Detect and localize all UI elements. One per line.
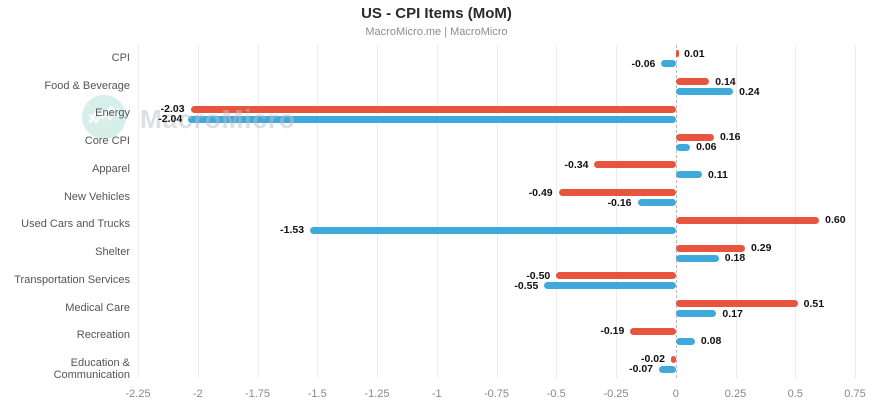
gridline <box>795 45 797 378</box>
bar-blue <box>675 143 691 151</box>
category-label: Transportation Services <box>14 273 130 286</box>
x-tick-label: -2 <box>192 388 203 400</box>
x-tick-label: 0.5 <box>787 388 803 400</box>
zero-gridline <box>675 45 677 378</box>
bar-red <box>675 244 746 252</box>
bar-red <box>675 78 710 86</box>
bar-red <box>675 133 714 141</box>
bar-blue <box>675 254 719 262</box>
bar-red <box>670 355 676 363</box>
bar-red <box>675 216 820 224</box>
category-label: Energy <box>95 107 130 120</box>
bar-red <box>594 161 676 169</box>
gridline <box>436 45 438 378</box>
bar-blue <box>659 365 676 373</box>
gridline <box>317 45 319 378</box>
gridline <box>496 45 498 378</box>
value-label: 0.11 <box>708 168 728 181</box>
category-label: Medical Care <box>65 301 130 314</box>
bar-red <box>675 300 798 308</box>
value-label: -0.50 <box>526 269 551 282</box>
x-tick-label: 0.25 <box>724 388 747 400</box>
chart-title: US - CPI Items (MoM) <box>361 5 512 22</box>
x-tick-label: -1.75 <box>244 388 271 400</box>
bar-blue <box>637 199 676 207</box>
x-tick-label: -1.25 <box>364 388 390 400</box>
value-label: -0.49 <box>528 186 553 199</box>
bar-blue <box>661 60 676 68</box>
value-label: 0.60 <box>825 214 846 227</box>
category-label: Used Cars and Trucks <box>21 218 130 231</box>
category-label: Apparel <box>92 162 130 175</box>
value-label: -0.06 <box>631 57 656 70</box>
bar-blue <box>188 115 676 123</box>
bar-red <box>630 327 676 335</box>
value-label: 0.14 <box>715 75 736 88</box>
value-label: 0.08 <box>700 335 722 348</box>
value-label: 0.01 <box>684 47 705 60</box>
bar-red <box>675 50 680 58</box>
gridline <box>197 45 199 378</box>
gridline <box>556 45 558 378</box>
x-tick-label: -1 <box>431 388 442 400</box>
gridline <box>138 45 139 378</box>
bar-blue <box>675 310 717 318</box>
x-tick-label: -0.25 <box>603 388 629 400</box>
value-label: 0.24 <box>739 85 760 98</box>
value-label: -0.34 <box>564 158 589 171</box>
chart-subtitle: MacroMicro.me | MacroMicro <box>365 26 508 38</box>
x-tick-label: -0.75 <box>483 388 510 400</box>
gridline <box>377 45 378 378</box>
value-label: 0.18 <box>724 252 746 265</box>
macromicro-logo-icon <box>82 95 126 139</box>
value-label: 0.16 <box>719 131 741 144</box>
category-label: Recreation <box>76 329 130 342</box>
value-label: -0.02 <box>641 353 665 366</box>
bar-red <box>556 272 676 280</box>
x-tick-label: -0.5 <box>546 388 566 400</box>
watermark-text: MacroMicro <box>140 104 296 134</box>
x-tick-label: -2.25 <box>125 388 151 400</box>
value-label: 0.17 <box>722 307 743 320</box>
value-label: -0.07 <box>629 363 654 376</box>
x-tick-label: 0.75 <box>844 388 866 400</box>
category-label: CPI <box>111 51 130 64</box>
value-label: -0.55 <box>514 279 539 292</box>
value-label: 0.06 <box>696 141 717 154</box>
bar-blue <box>544 282 676 290</box>
x-tick-label: 0 <box>672 388 679 400</box>
value-label: 0.51 <box>803 297 825 310</box>
gridline <box>855 45 856 378</box>
gridline <box>257 45 259 378</box>
bar-blue <box>675 337 695 345</box>
value-label: -0.16 <box>607 196 632 209</box>
category-label: Education & Communication <box>53 357 130 382</box>
value-label: -0.19 <box>600 325 625 338</box>
gridline <box>616 45 617 378</box>
bar-blue <box>310 226 676 234</box>
value-label: -2.03 <box>160 103 185 116</box>
x-tick-label: -1.5 <box>307 388 327 400</box>
value-label: 0.29 <box>751 242 772 255</box>
bar-blue <box>675 171 703 179</box>
category-label: New Vehicles <box>63 190 130 203</box>
bar-red <box>190 105 676 113</box>
value-label: -2.04 <box>158 113 183 126</box>
bar-blue <box>675 88 734 96</box>
category-label: Shelter <box>95 246 130 259</box>
category-label: Core CPI <box>84 135 130 148</box>
bar-red <box>558 189 676 197</box>
value-label: -1.53 <box>280 224 305 237</box>
category-label: Food & Beverage <box>44 79 130 92</box>
gridline <box>735 45 737 378</box>
